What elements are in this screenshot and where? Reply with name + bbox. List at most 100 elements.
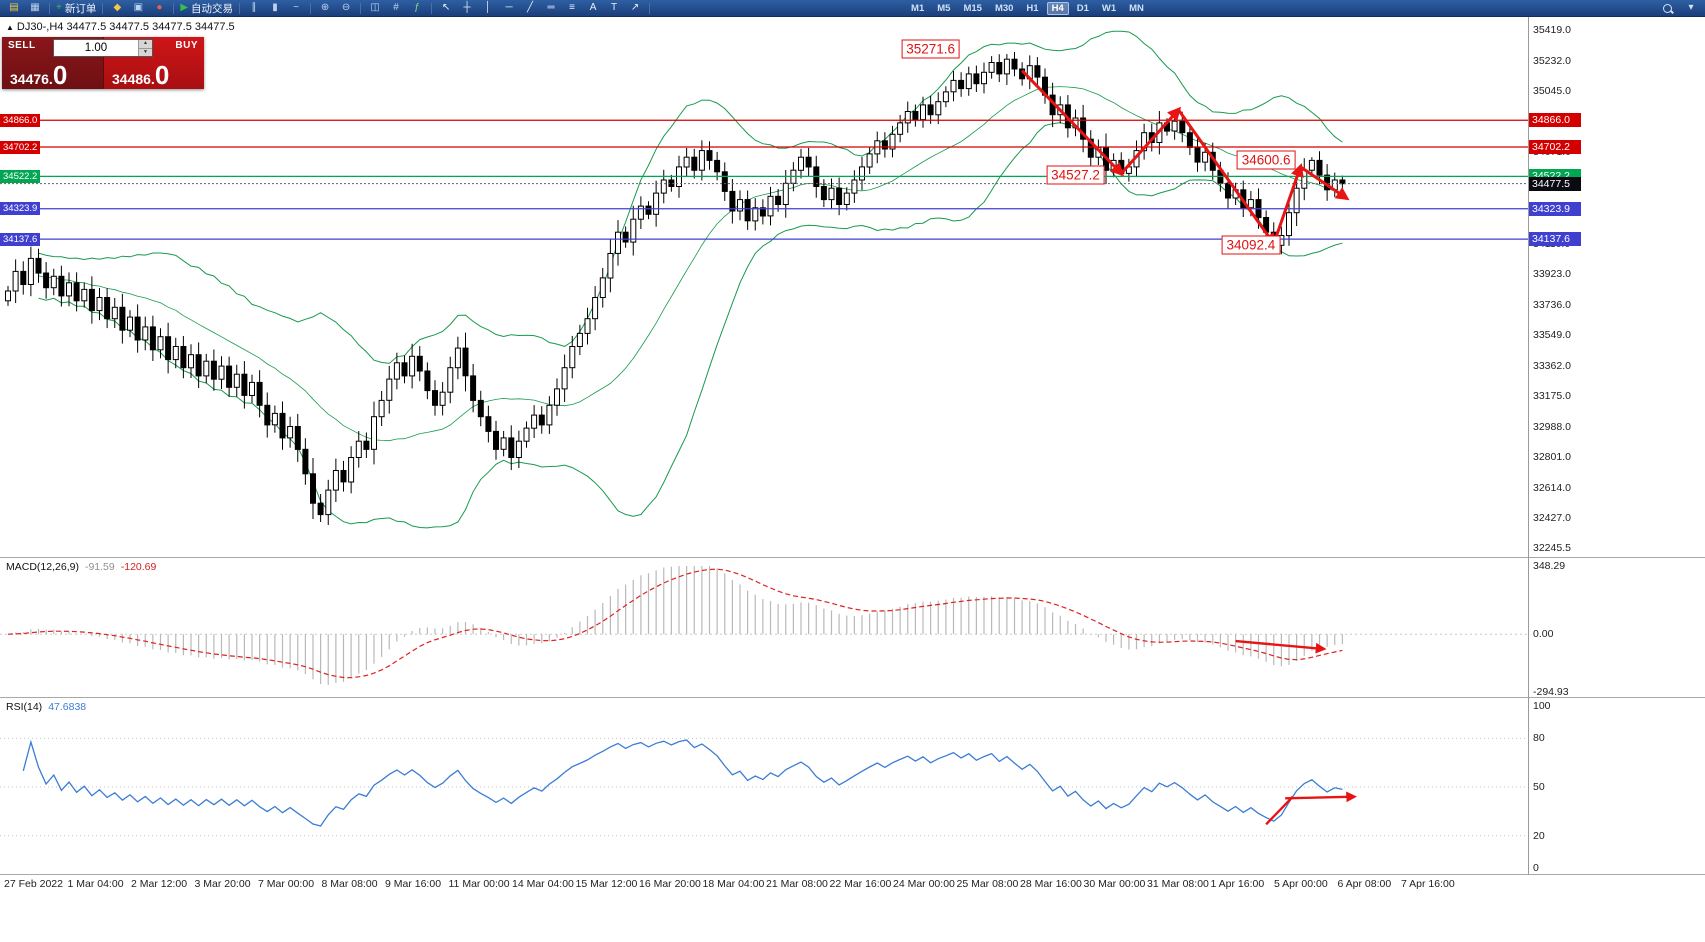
alerts-button[interactable]: ● bbox=[149, 1, 169, 16]
vertical-line-button[interactable]: │ bbox=[478, 1, 498, 16]
horizontal-line-icon: ─ bbox=[505, 2, 513, 13]
chart-profiles-button[interactable]: ▦ bbox=[25, 1, 45, 16]
timeframe-h1-button[interactable]: H1 bbox=[1026, 2, 1039, 14]
time-axis-label: 31 Mar 08:00 bbox=[1147, 878, 1209, 890]
macd-arrow bbox=[1235, 639, 1327, 654]
macd-histogram bbox=[15, 566, 1343, 685]
timeframe-h4-button[interactable]: H4 bbox=[1046, 1, 1069, 15]
time-axis-label: 6 Apr 08:00 bbox=[1337, 878, 1392, 890]
bollinger-upper-band bbox=[38, 30, 1343, 364]
tile-windows-button[interactable]: ◫ bbox=[365, 1, 385, 16]
text-label-button[interactable]: T bbox=[604, 1, 624, 16]
fibonacci-icon: ≡ bbox=[569, 2, 575, 13]
price-level-tag-left: 34323.9 bbox=[0, 202, 41, 216]
bollinger-middle-band bbox=[38, 86, 1343, 442]
volume-down-button[interactable]: ▼ bbox=[139, 47, 152, 56]
trend-arrow bbox=[1272, 163, 1304, 245]
text-icon: A bbox=[589, 2, 597, 13]
text-button[interactable]: A bbox=[583, 1, 603, 16]
arrows-button[interactable]: ↗ bbox=[625, 1, 645, 16]
horizontal-level-lines[interactable] bbox=[0, 119, 1528, 240]
time-axis-label: 1 Apr 16:00 bbox=[1210, 878, 1265, 890]
time-axis-separator bbox=[0, 874, 1705, 875]
time-axis-label: 15 Mar 12:00 bbox=[575, 878, 638, 890]
time-axis-label: 14 Mar 04:00 bbox=[512, 878, 574, 890]
time-axis-label: 7 Apr 16:00 bbox=[1401, 878, 1455, 890]
toolbar-separator bbox=[649, 2, 651, 14]
cursor-icon: ↖ bbox=[441, 2, 451, 13]
metaeditor-icon: ◆ bbox=[113, 2, 122, 13]
toolbar-separator bbox=[102, 2, 104, 14]
price-level-tag: 34866.0 bbox=[1529, 113, 1581, 128]
grid-button[interactable]: # bbox=[386, 1, 406, 16]
vertical-line-icon: │ bbox=[484, 2, 492, 13]
cursor-button[interactable]: ↖ bbox=[436, 1, 456, 16]
price-annotation[interactable]: 34600.6 bbox=[1236, 150, 1296, 170]
zoom-in-button[interactable]: ⊕ bbox=[315, 1, 335, 16]
panel-separator[interactable] bbox=[0, 697, 1705, 698]
indicators-button[interactable]: ƒ bbox=[407, 1, 427, 16]
time-axis-label: 1 Mar 04:00 bbox=[67, 878, 124, 890]
trend-arrow bbox=[1177, 108, 1277, 247]
timeframe-w1-button[interactable]: W1 bbox=[1101, 2, 1117, 14]
horizontal-line-button[interactable]: ─ bbox=[499, 1, 519, 16]
price-annotation[interactable]: 34527.2 bbox=[1046, 165, 1105, 185]
indicators-icon: ƒ bbox=[414, 2, 420, 13]
crosshair-button[interactable]: ┼ bbox=[457, 1, 477, 16]
new-order-icon: + bbox=[56, 2, 62, 13]
toolbar-separator bbox=[49, 2, 50, 14]
price-tick-label: 35045.0 bbox=[1533, 85, 1571, 97]
price-annotation[interactable]: 35271.6 bbox=[901, 39, 960, 59]
macd-value: -91.59 bbox=[84, 561, 115, 573]
new-order-button[interactable]: + 新订单 bbox=[54, 1, 98, 16]
toolbar-more-button[interactable]: ▾ bbox=[1681, 1, 1701, 16]
candlestick-chart-icon: ▮ bbox=[272, 2, 278, 13]
volume-up-button[interactable]: ▲ bbox=[139, 40, 152, 48]
market-watch-button[interactable]: ▤ bbox=[4, 1, 24, 16]
time-axis-label: 3 Mar 20:00 bbox=[194, 878, 251, 890]
candlestick-chart-button[interactable]: ▮ bbox=[265, 1, 285, 16]
fibonacci-button[interactable]: ≡ bbox=[562, 1, 582, 16]
toolbar-separator bbox=[431, 2, 433, 14]
autotrading-button-label: 自动交易 bbox=[191, 2, 234, 15]
panel-separator[interactable] bbox=[0, 557, 1705, 558]
timeframe-m1-button[interactable]: M1 bbox=[911, 2, 925, 14]
price-level-tag-left: 34702.2 bbox=[0, 140, 41, 154]
timeframe-d1-button[interactable]: D1 bbox=[1076, 2, 1089, 14]
trend-arrow bbox=[1120, 106, 1182, 175]
price-level-tag-left: 34866.0 bbox=[0, 113, 41, 127]
macd-signal-value: -120.69 bbox=[120, 561, 157, 573]
price-axis-line bbox=[1528, 17, 1529, 875]
one-click-trading-panel: SELL 34476. 0 BUY 34486. 0 1.00 ▲ ▼ bbox=[2, 37, 204, 89]
rsi-axis-label: 50 bbox=[1533, 781, 1545, 793]
symbol-ohlc-text: DJ30-,H4 34477.5 34477.5 34477.5 34477.5 bbox=[16, 21, 235, 33]
autotrading-button[interactable]: ▶ 自动交易 bbox=[178, 1, 235, 16]
price-tick-label: 32614.0 bbox=[1533, 481, 1571, 494]
trendline-button[interactable]: ╱ bbox=[520, 1, 540, 16]
search-button[interactable] bbox=[1657, 1, 1677, 16]
panel-collapse-icon[interactable]: ▲ bbox=[6, 23, 14, 32]
trend-arrows bbox=[1021, 69, 1350, 247]
line-chart-button[interactable]: ~ bbox=[286, 1, 306, 16]
price-tick-label: 33175.0 bbox=[1533, 390, 1571, 403]
time-axis-label: 9 Mar 16:00 bbox=[385, 878, 442, 890]
price-tick-label: 35419.0 bbox=[1533, 24, 1571, 36]
rsi-arrow bbox=[1265, 795, 1294, 826]
price-annotation[interactable]: 34092.4 bbox=[1221, 235, 1281, 254]
price-tick-label: 33736.0 bbox=[1533, 298, 1571, 311]
arrows-icon: ↗ bbox=[630, 2, 640, 13]
channel-button[interactable]: ═ bbox=[541, 1, 561, 16]
metaeditor-button[interactable]: ◆ bbox=[107, 1, 127, 16]
terminal-button[interactable]: ▣ bbox=[128, 1, 148, 16]
zoom-out-button[interactable]: ⊖ bbox=[336, 1, 356, 16]
bar-chart-button[interactable]: ∥ bbox=[244, 1, 264, 16]
toolbar-separator bbox=[239, 2, 241, 14]
trendline-icon: ╱ bbox=[527, 2, 534, 13]
timeframe-m30-button[interactable]: M30 bbox=[994, 2, 1014, 14]
timeframe-m15-button[interactable]: M15 bbox=[963, 2, 982, 14]
timeframe-mn-button[interactable]: MN bbox=[1129, 2, 1144, 14]
volume-input[interactable]: 1.00 bbox=[84, 42, 108, 54]
price-tick-label: 33549.0 bbox=[1533, 329, 1571, 342]
timeframe-m5-button[interactable]: M5 bbox=[937, 2, 951, 14]
